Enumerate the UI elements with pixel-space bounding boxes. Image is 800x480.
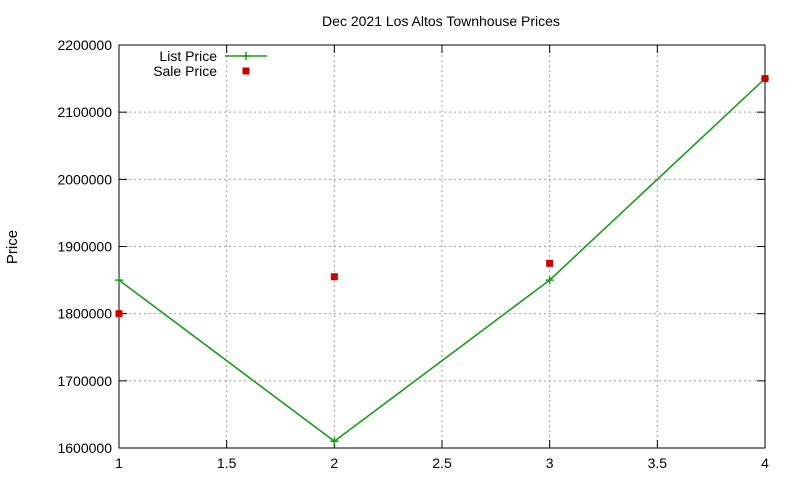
x-tick-label: 3 (546, 455, 554, 471)
y-axis-label: Price (4, 230, 21, 264)
x-tick-label: 3.5 (648, 455, 668, 471)
grid-layer (119, 45, 765, 448)
legend-label: List Price (159, 48, 217, 64)
y-tick-label: 2000000 (57, 171, 112, 187)
y-tick-label: 2200000 (57, 37, 112, 53)
y-tick-label: 1800000 (57, 306, 112, 322)
tick-layer: 1600000 1700000 1800000 1900000 2000000 21000… (57, 37, 769, 471)
data-point-list-price (330, 437, 339, 446)
chart-title: Dec 2021 Los Altos Townhouse Prices (322, 13, 560, 29)
data-point-sale-price (330, 273, 338, 281)
legend-swatch-marker (242, 52, 250, 60)
x-tick-label: 1 (115, 455, 123, 471)
data-point-list-price (545, 276, 554, 285)
data-point-list-price (115, 276, 123, 285)
data-point-sale-price (761, 75, 769, 83)
legend-swatch-marker (242, 67, 250, 75)
x-tick-label: 2 (330, 455, 338, 471)
y-tick-label: 1900000 (57, 239, 112, 255)
y-tick-label: 1600000 (57, 440, 112, 456)
legend-label: Sale Price (153, 63, 217, 79)
x-tick-label: 1.5 (217, 455, 237, 471)
series-line (118, 77, 766, 443)
y-tick-label: 1700000 (57, 373, 112, 389)
series-sale-price (115, 75, 769, 318)
data-point-sale-price (546, 259, 554, 267)
data-point-sale-price (115, 310, 123, 318)
y-tick-label: 2100000 (57, 104, 112, 120)
series-layer (115, 74, 769, 446)
x-tick-label: 2.5 (432, 455, 452, 471)
x-tick-label: 4 (761, 455, 769, 471)
